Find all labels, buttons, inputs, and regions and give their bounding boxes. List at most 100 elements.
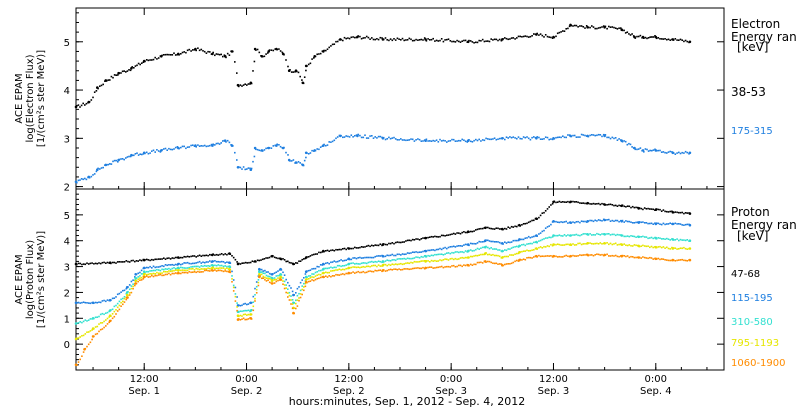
- proton-trace-dot: [350, 272, 353, 274]
- electron-trace-dot: [439, 138, 441, 141]
- proton-trace-dot: [645, 245, 648, 248]
- proton-trace-dot: [99, 301, 102, 304]
- proton-trace-dot: [478, 228, 480, 230]
- proton-trace-dot: [490, 240, 492, 243]
- proton-trace-dot: [510, 225, 513, 228]
- proton-trace-dot: [394, 259, 397, 262]
- proton-trace-dot: [200, 271, 203, 273]
- electron-trace-dot: [330, 45, 332, 47]
- electron-trace-dot: [333, 139, 336, 142]
- proton-trace-dot: [657, 246, 660, 248]
- proton-trace-dot: [246, 314, 248, 316]
- electron-trace-dot: [601, 26, 603, 28]
- proton-trace-dot: [323, 276, 325, 278]
- proton-trace-dot: [630, 235, 632, 237]
- proton-trace-dot: [435, 248, 438, 251]
- proton-trace-dot: [360, 262, 363, 265]
- electron-trace-dot: [309, 62, 312, 65]
- electron-trace-dot: [408, 37, 411, 40]
- proton-trace-dot: [336, 269, 339, 271]
- proton-trace-dot: [650, 236, 653, 239]
- proton-trace-dot: [111, 313, 114, 315]
- proton-trace-dot: [301, 279, 303, 281]
- proton-trace-dot: [295, 299, 297, 302]
- proton-trace-dot: [304, 273, 307, 275]
- proton-trace-dot: [406, 268, 409, 270]
- electron-trace-dot: [260, 149, 262, 152]
- electron-trace-dot: [100, 84, 103, 87]
- proton-trace-dot: [195, 265, 197, 268]
- electron-legend-entry: 175-315: [731, 126, 773, 137]
- electron-trace-dot: [493, 137, 496, 139]
- proton-trace-dot: [135, 277, 138, 280]
- proton-trace-dot: [203, 261, 206, 264]
- proton-trace-dot: [660, 258, 663, 260]
- proton-trace-dot: [432, 249, 434, 251]
- proton-trace-dot: [560, 221, 562, 223]
- proton-trace-dot: [430, 235, 433, 238]
- proton-trace-dot: [379, 260, 382, 263]
- electron-trace-dot: [485, 137, 487, 140]
- electron-trace-dot: [604, 25, 607, 28]
- electron-trace-dot: [228, 54, 231, 56]
- proton-trace-dot: [686, 239, 689, 241]
- proton-trace-dot: [640, 221, 642, 224]
- electron-trace-dot: [163, 148, 165, 150]
- electron-trace-dot: [372, 38, 375, 41]
- proton-trace-dot: [509, 227, 511, 229]
- proton-trace-dot: [500, 242, 503, 245]
- proton-trace-dot: [176, 269, 179, 271]
- electron-trace-dot: [239, 166, 242, 169]
- proton-trace-dot: [314, 278, 317, 281]
- electron-trace-dot: [85, 178, 88, 181]
- electron-trace-dot: [403, 139, 405, 141]
- proton-trace-dot: [568, 234, 571, 237]
- proton-trace-dot: [584, 220, 586, 223]
- proton-trace-dot: [96, 325, 99, 328]
- time-tick-label: 0:00: [440, 374, 462, 385]
- proton-trace-dot: [582, 243, 585, 245]
- proton-trace-dot: [487, 246, 489, 249]
- electron-trace-dot: [674, 38, 677, 40]
- electron-trace-dot: [400, 138, 402, 140]
- proton-trace-dot: [89, 341, 92, 344]
- electron-trace-dot: [624, 140, 627, 143]
- proton-trace-dot: [635, 221, 637, 224]
- proton-trace-dot: [456, 251, 458, 253]
- electron-trace-dot: [434, 140, 436, 142]
- proton-trace-dot: [597, 219, 600, 221]
- proton-trace-dot: [86, 262, 88, 264]
- proton-trace-dot: [123, 297, 126, 300]
- electron-trace-dot: [509, 136, 511, 138]
- proton-trace-dot: [490, 261, 492, 264]
- proton-trace-dot: [106, 323, 109, 325]
- proton-trace-dot: [362, 246, 365, 248]
- electron-trace-dot: [123, 158, 125, 161]
- electron-trace-dot: [371, 135, 373, 137]
- proton-trace-dot: [666, 237, 668, 240]
- proton-trace-dot: [122, 300, 124, 303]
- proton-trace-dot: [186, 261, 189, 264]
- electron-trace-dot: [647, 150, 650, 152]
- proton-trace-dot: [456, 258, 458, 261]
- proton-trace-dot: [647, 207, 649, 210]
- electron-trace-dot: [463, 139, 465, 141]
- proton-trace-dot: [510, 254, 513, 256]
- proton-trace-dot: [527, 250, 530, 252]
- proton-trace-dot: [434, 253, 436, 256]
- proton-trace-dot: [140, 279, 143, 281]
- proton-trace-dot: [389, 268, 392, 271]
- proton-trace-dot: [229, 253, 232, 255]
- proton-trace-dot: [215, 270, 218, 272]
- proton-trace-dot: [379, 269, 382, 271]
- proton-trace-dot: [637, 221, 639, 223]
- proton-trace-dot: [524, 222, 527, 225]
- proton-trace-dot: [628, 244, 631, 246]
- proton-trace-dot: [548, 255, 550, 257]
- proton-trace-dot: [246, 318, 248, 321]
- proton-trace-dot: [579, 221, 581, 224]
- proton-trace-dot: [207, 265, 209, 267]
- electron-trace-dot: [456, 39, 458, 42]
- proton-trace-dot: [640, 245, 642, 247]
- proton-trace-dot: [572, 243, 574, 245]
